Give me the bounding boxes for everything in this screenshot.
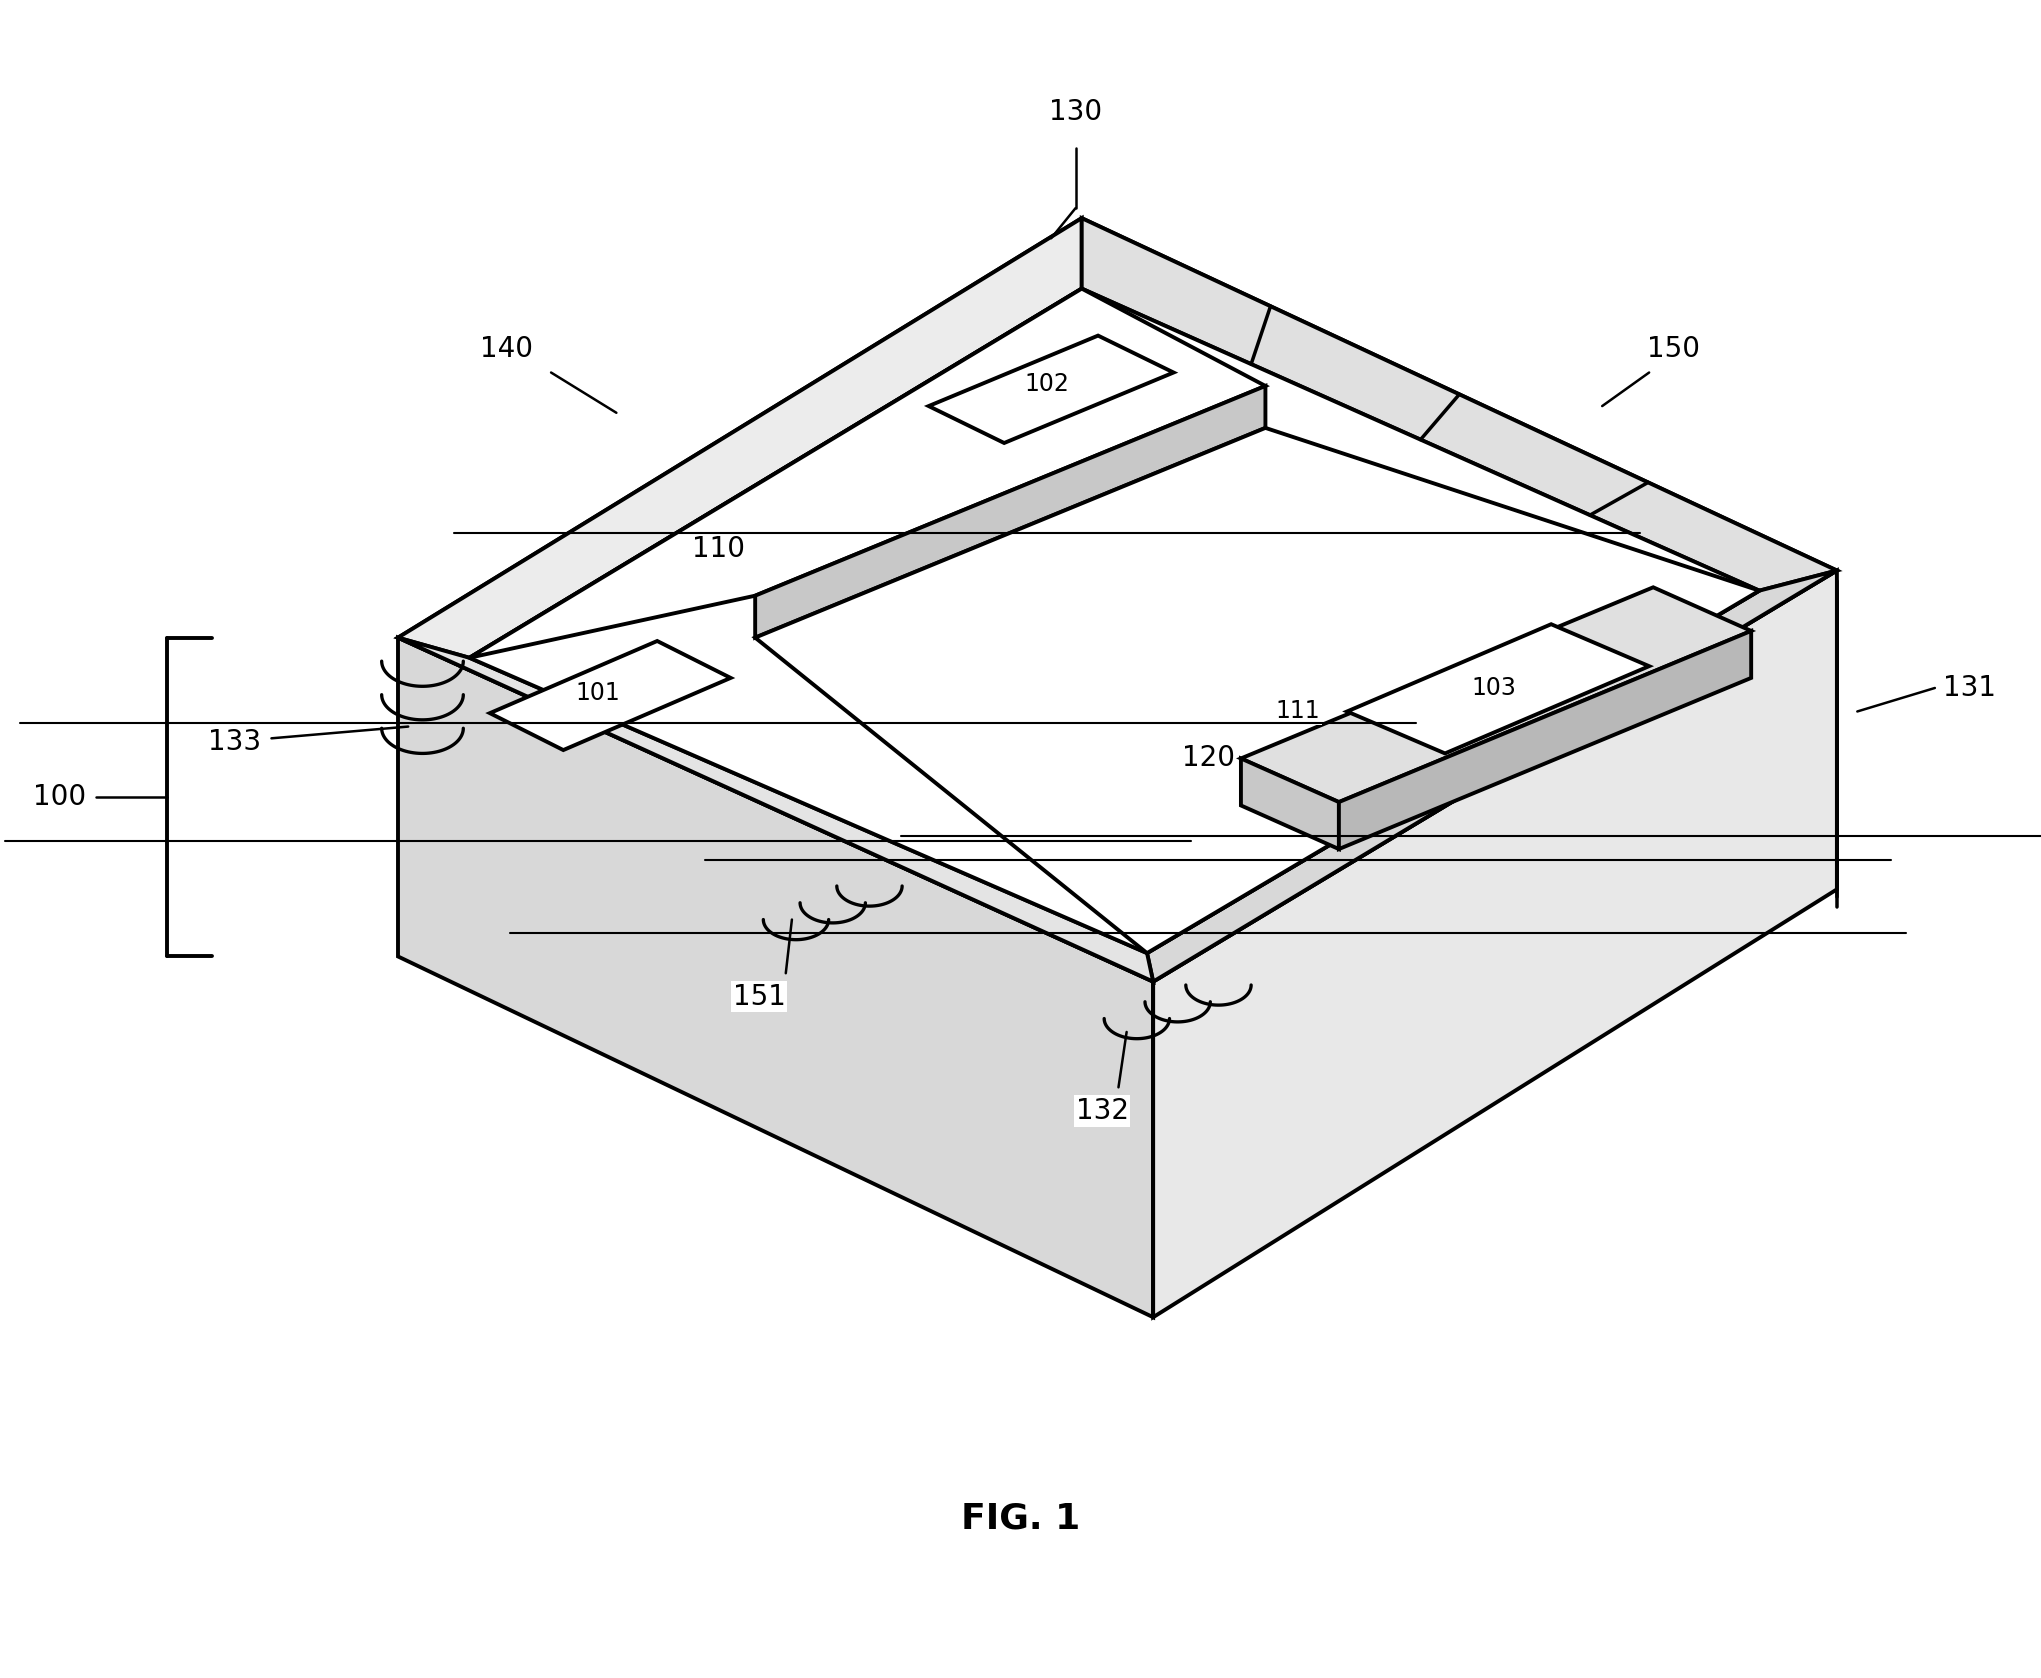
Text: 132: 132 xyxy=(1076,1097,1129,1124)
Text: 130: 130 xyxy=(1049,99,1102,126)
Polygon shape xyxy=(398,218,1082,658)
Polygon shape xyxy=(1147,571,1837,982)
Polygon shape xyxy=(1339,631,1751,849)
Text: 140: 140 xyxy=(480,336,533,362)
Polygon shape xyxy=(398,638,1153,1317)
Polygon shape xyxy=(755,428,1759,953)
Polygon shape xyxy=(1347,624,1649,753)
Polygon shape xyxy=(1241,758,1339,849)
Polygon shape xyxy=(1241,587,1751,802)
Polygon shape xyxy=(490,641,731,750)
Polygon shape xyxy=(929,336,1174,443)
Polygon shape xyxy=(1153,571,1837,1317)
Text: 120: 120 xyxy=(1182,745,1235,772)
Text: 133: 133 xyxy=(208,728,261,755)
Text: 150: 150 xyxy=(1647,336,1700,362)
Polygon shape xyxy=(398,638,1153,982)
Text: 110: 110 xyxy=(692,535,745,562)
Text: 111: 111 xyxy=(1276,700,1321,723)
Polygon shape xyxy=(469,289,1265,658)
Polygon shape xyxy=(1082,218,1837,591)
Polygon shape xyxy=(398,218,1837,982)
Text: 101: 101 xyxy=(576,681,620,705)
Text: 102: 102 xyxy=(1025,373,1069,396)
Text: 103: 103 xyxy=(1472,676,1516,700)
Polygon shape xyxy=(755,386,1265,638)
Text: FIG. 1: FIG. 1 xyxy=(961,1502,1080,1535)
Polygon shape xyxy=(469,289,1759,953)
Text: 100: 100 xyxy=(33,784,86,810)
Text: 131: 131 xyxy=(1943,675,1996,701)
Text: 151: 151 xyxy=(733,983,786,1010)
